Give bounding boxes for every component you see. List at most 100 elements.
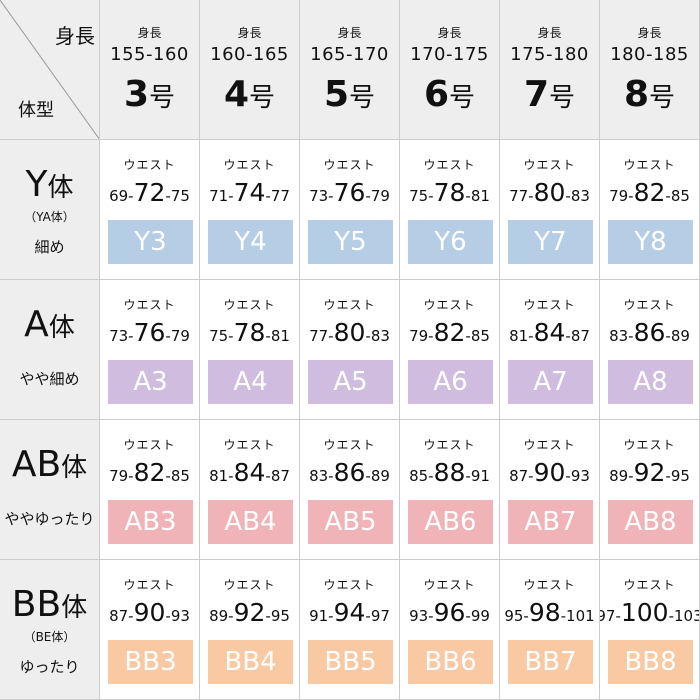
- size-column-header: 身長 175-180 7号: [500, 0, 600, 140]
- size-cell: ウエスト 83-86-89 A8: [600, 280, 700, 420]
- waist-min: 89-: [209, 607, 234, 625]
- waist-min: 81-: [209, 467, 234, 485]
- size-number: 8号: [600, 74, 699, 115]
- size-value: 7: [523, 74, 550, 115]
- waist-range: 91-94-97: [300, 598, 399, 627]
- body-type-description: やや細め: [19, 370, 80, 388]
- size-number: 4号: [200, 74, 299, 115]
- waist-min: 79-: [609, 187, 634, 205]
- waist-min: 71-: [209, 187, 234, 205]
- waist-label: ウエスト: [323, 578, 376, 592]
- size-code-badge: BB4: [208, 640, 293, 684]
- corner-header: 身長 体型: [0, 0, 100, 140]
- waist-min: 87-: [109, 607, 134, 625]
- waist-range: 79-82-85: [100, 458, 199, 487]
- waist-label: ウエスト: [123, 298, 176, 312]
- height-range: 155-160: [110, 44, 189, 65]
- size-column-header: 身長 180-185 8号: [600, 0, 700, 140]
- waist-max: -85: [165, 467, 190, 485]
- size-cell: ウエスト 79-82-85 Y8: [600, 140, 700, 280]
- size-cell: ウエスト 75-78-81 Y6: [400, 140, 500, 280]
- size-cell: ウエスト 69-72-75 Y3: [100, 140, 200, 280]
- waist-max: -85: [665, 187, 690, 205]
- size-code-badge: BB6: [408, 640, 493, 684]
- body-type-axis-label: 体型: [18, 100, 54, 121]
- waist-label: ウエスト: [223, 578, 276, 592]
- waist-max: -81: [265, 327, 290, 345]
- height-label: 身長: [137, 26, 162, 40]
- waist-label: ウエスト: [623, 578, 676, 592]
- size-code-badge: A3: [108, 360, 193, 404]
- waist-range: 81-84-87: [200, 458, 299, 487]
- size-code-badge: AB6: [408, 500, 493, 544]
- waist-standard: 98: [528, 598, 561, 627]
- size-cell: ウエスト 75-78-81 A4: [200, 280, 300, 420]
- waist-label: ウエスト: [323, 298, 376, 312]
- waist-range: 75-78-81: [400, 178, 499, 207]
- size-cell: ウエスト 89-92-95 AB8: [600, 420, 700, 560]
- diagonal-divider: [0, 0, 99, 139]
- size-cell: ウエスト 87-90-93 BB3: [100, 560, 200, 700]
- body-type-code: A: [24, 304, 49, 345]
- body-type-name: Y体: [0, 164, 99, 205]
- body-type-suffix: 体: [61, 453, 88, 483]
- waist-label: ウエスト: [623, 298, 676, 312]
- size-column-header: 身長 160-165 4号: [200, 0, 300, 140]
- body-type-header: Y体 （YA体） 細め: [0, 140, 100, 280]
- waist-label: ウエスト: [423, 438, 476, 452]
- waist-max: -91: [465, 467, 490, 485]
- waist-min: 79-: [109, 467, 134, 485]
- waist-max: -75: [165, 187, 190, 205]
- waist-range: 73-76-79: [300, 178, 399, 207]
- waist-max: -87: [565, 327, 590, 345]
- waist-max: -93: [565, 467, 590, 485]
- size-value: 4: [223, 74, 250, 115]
- waist-standard: 82: [633, 178, 666, 207]
- waist-max: -81: [465, 187, 490, 205]
- size-code-badge: AB5: [308, 500, 393, 544]
- waist-label: ウエスト: [523, 438, 576, 452]
- size-cell: ウエスト 91-94-97 BB5: [300, 560, 400, 700]
- waist-standard: 84: [533, 318, 566, 347]
- waist-standard: 72: [133, 178, 166, 207]
- waist-min: 81-: [509, 327, 534, 345]
- size-suffix: 号: [249, 83, 276, 113]
- size-code-badge: A7: [508, 360, 593, 404]
- waist-min: 75-: [209, 327, 234, 345]
- waist-label: ウエスト: [123, 578, 176, 592]
- waist-min: 73-: [309, 187, 334, 205]
- size-code-badge: BB5: [308, 640, 393, 684]
- body-type-code: Y: [25, 164, 48, 205]
- waist-standard: 100: [620, 598, 669, 627]
- size-code-badge: Y4: [208, 220, 293, 264]
- size-column-header: 身長 155-160 3号: [100, 0, 200, 140]
- body-type-alias: （BE体）: [23, 630, 76, 644]
- height-range: 160-165: [210, 44, 289, 65]
- waist-range: 87-90-93: [100, 598, 199, 627]
- body-type-name: AB体: [0, 444, 99, 485]
- size-number: 3号: [100, 74, 199, 115]
- waist-label: ウエスト: [323, 438, 376, 452]
- waist-standard: 82: [433, 318, 466, 347]
- size-cell: ウエスト 79-82-85 AB3: [100, 420, 200, 560]
- waist-min: 73-: [109, 327, 134, 345]
- waist-max: -93: [165, 607, 190, 625]
- waist-max: -83: [365, 327, 390, 345]
- size-value: 8: [623, 74, 650, 115]
- body-type-description: ゆったり: [19, 658, 80, 676]
- waist-max: -95: [265, 607, 290, 625]
- waist-range: 87-90-93: [500, 458, 599, 487]
- size-suffix: 号: [149, 83, 176, 113]
- size-cell: ウエスト 83-86-89 AB5: [300, 420, 400, 560]
- body-type-header: A体 やや細め: [0, 280, 100, 420]
- height-range: 170-175: [410, 44, 489, 65]
- size-code-badge: BB3: [108, 640, 193, 684]
- waist-label: ウエスト: [423, 298, 476, 312]
- body-type-header: BB体 （BE体） ゆったり: [0, 560, 100, 700]
- waist-standard: 96: [433, 598, 466, 627]
- waist-max: -89: [365, 467, 390, 485]
- waist-min: 75-: [409, 187, 434, 205]
- height-axis-label: 身長: [55, 24, 95, 48]
- size-cell: ウエスト 77-80-83 Y7: [500, 140, 600, 280]
